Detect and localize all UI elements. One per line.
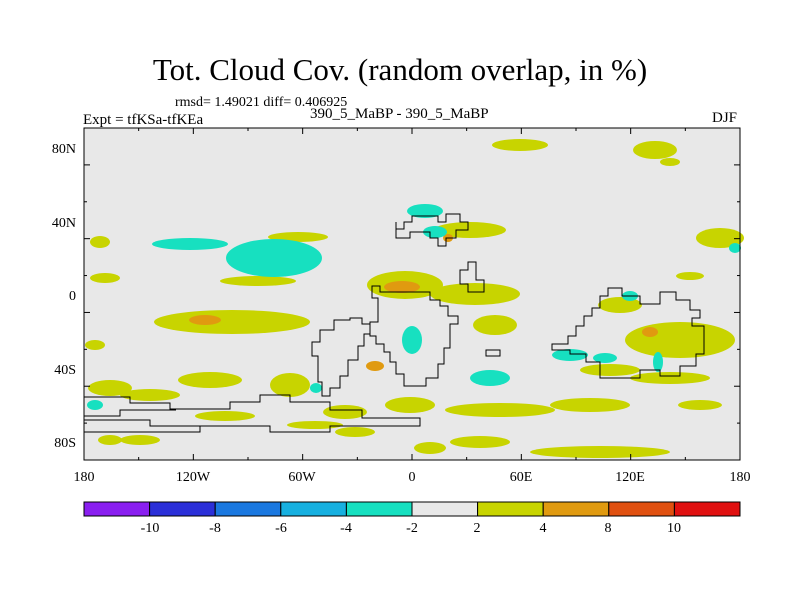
lon-tick-label: 60E: [510, 470, 533, 485]
colorbar-label: 2: [474, 521, 481, 536]
lat-tick-label: 80N: [52, 142, 76, 157]
map-title: Tot. Cloud Cov. (random overlap, in %): [152, 52, 648, 87]
lat-tick-label: 0: [69, 289, 76, 304]
axis-tick-marks: [83, 127, 741, 461]
colorbar-box: [411, 501, 479, 517]
lon-tick-label: 180: [74, 470, 95, 485]
colorbar-box: [345, 501, 413, 517]
colorbar-box: [214, 501, 282, 517]
colorbar-labels: -10 -8 -6 -4 -2 2 4 8 10: [141, 521, 681, 536]
lon-tick-label: 120E: [615, 470, 645, 485]
period-label: 390_5_MaBP - 390_5_MaBP: [310, 106, 489, 122]
season-label: DJF: [712, 110, 738, 126]
colorbar-box: [280, 501, 347, 517]
lon-tick-label: 0: [409, 470, 416, 485]
colorbar-box: [149, 501, 216, 517]
colorbar-label: 4: [540, 521, 547, 536]
lat-tick-label: 80S: [54, 436, 76, 451]
colorbar: [83, 501, 741, 517]
lon-tick-label: 60W: [288, 470, 316, 485]
colorbar-label: -2: [406, 521, 418, 536]
latitude-axis: 80N 40N 0 40S 80S: [52, 142, 76, 451]
statistics-text: rmsd= 1.49021 diff= 0.406925: [175, 95, 348, 110]
colorbar-box: [83, 501, 151, 517]
colorbar-box: [608, 501, 675, 517]
colorbar-label: -6: [275, 521, 287, 536]
longitude-axis: 180 120W 60W 0 60E 120E 180: [74, 470, 751, 485]
colorbar-box: [477, 501, 544, 517]
colorbar-box: [673, 501, 741, 517]
colorbar-label: -10: [141, 521, 160, 536]
experiment-label: Expt = tfKSa-tfKEa: [83, 112, 204, 128]
lat-tick-label: 40N: [52, 216, 76, 231]
lon-tick-label: 120W: [176, 470, 211, 485]
colorbar-label: -4: [340, 521, 352, 536]
lon-tick-label: 180: [730, 470, 751, 485]
colorbar-label: -8: [209, 521, 221, 536]
colorbar-label: 10: [667, 521, 681, 536]
coastline-outlines: [84, 213, 705, 433]
colorbar-box: [542, 501, 610, 517]
lat-tick-label: 40S: [54, 363, 76, 378]
colorbar-label: 8: [605, 521, 612, 536]
